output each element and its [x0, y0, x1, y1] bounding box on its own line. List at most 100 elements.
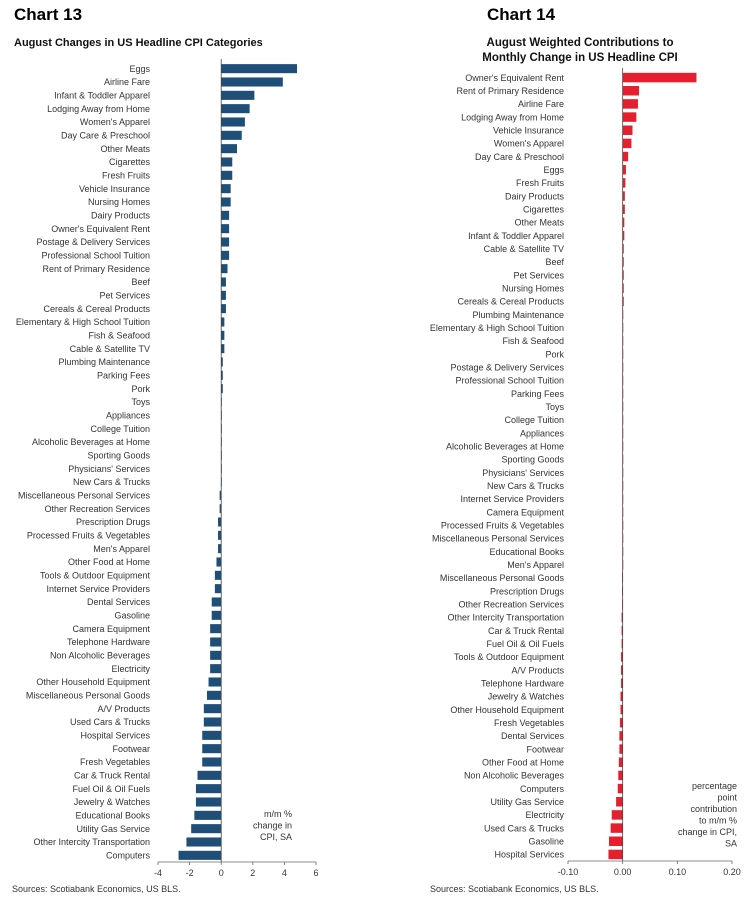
- chart-13-number: Chart 13: [14, 5, 83, 24]
- bar: [221, 250, 230, 260]
- bar: [178, 850, 222, 860]
- category-label: Lodging Away from Home: [47, 104, 150, 114]
- bar: [210, 637, 222, 647]
- category-label: Other Recreation Services: [458, 599, 564, 609]
- category-label: Used Cars & Trucks: [70, 717, 151, 727]
- bar: [216, 557, 222, 567]
- category-label: Telephone Hardware: [481, 678, 564, 688]
- category-label: Footwear: [526, 744, 564, 754]
- category-label: College Tuition: [504, 415, 564, 425]
- category-label: Other Household Equipment: [450, 705, 564, 715]
- bar: [620, 704, 623, 715]
- bar: [622, 257, 624, 267]
- category-label: Professional School Tuition: [455, 376, 564, 386]
- x-tick-label: 0.00: [614, 867, 632, 877]
- bar: [221, 144, 237, 154]
- category-label: Parking Fees: [97, 371, 151, 381]
- bar: [622, 151, 629, 162]
- category-label: Prescription Drugs: [76, 517, 151, 527]
- category-label: Hospital Services: [80, 731, 150, 741]
- category-label: Cable & Satellite TV: [484, 244, 564, 254]
- category-label: Miscellaneous Personal Goods: [26, 691, 151, 701]
- bar: [621, 612, 623, 623]
- bar: [197, 770, 222, 780]
- bar: [221, 170, 233, 180]
- bar: [214, 584, 222, 594]
- category-label: Fuel Oil & Oil Fuels: [72, 784, 150, 794]
- bar: [221, 157, 233, 167]
- category-label: Eggs: [543, 165, 564, 175]
- category-label: Beef: [131, 277, 150, 287]
- chart-14-source: Sources: Scotiabank Economics, US BLS.: [430, 884, 599, 894]
- category-label: Pet Services: [99, 291, 150, 301]
- category-label: Gasoline: [114, 611, 150, 621]
- bar: [622, 217, 625, 228]
- bar: [221, 210, 230, 220]
- bar: [221, 77, 283, 87]
- category-label: Vehicle Insurance: [79, 184, 150, 194]
- bar: [622, 230, 625, 241]
- category-label: Fresh Vegetables: [80, 757, 151, 767]
- category-label: Other Meats: [514, 218, 564, 228]
- chart-13-plot: Eggs Airline Fare Infant & Toddler Apparel…: [16, 59, 319, 878]
- category-label: Jewelry & Watches: [74, 797, 151, 807]
- category-label: Owner's Equivalent Rent: [465, 73, 564, 83]
- unit-note-line: percentage: [692, 781, 737, 791]
- category-label: Educational Books: [75, 811, 150, 821]
- category-label: Alcoholic Beverages at Home: [32, 437, 150, 447]
- bar: [221, 317, 225, 327]
- category-label: Computers: [106, 851, 151, 861]
- category-label: Nursing Homes: [88, 197, 151, 207]
- category-label: Camera Equipment: [486, 507, 564, 517]
- unit-note-line: SA: [725, 839, 737, 849]
- unit-note-line: CPI, SA: [260, 832, 292, 842]
- category-label: Beef: [545, 257, 564, 267]
- category-label: Plumbing Maintenance: [58, 357, 150, 367]
- bar: [619, 744, 623, 754]
- bar: [221, 304, 226, 314]
- x-tick-label: -0.10: [558, 867, 579, 877]
- category-label: Fresh Vegetables: [494, 718, 565, 728]
- category-label: Other Intercity Transportation: [447, 613, 564, 623]
- category-label: Fresh Fruits: [516, 178, 565, 188]
- bar: [622, 283, 624, 293]
- x-tick-label: 0: [219, 868, 224, 878]
- category-label: Sporting Goods: [501, 455, 564, 465]
- bar: [221, 130, 242, 140]
- bar: [219, 504, 222, 514]
- category-label: Other Intercity Transportation: [33, 837, 150, 847]
- category-label: Pet Services: [513, 270, 564, 280]
- bar: [210, 624, 222, 634]
- category-label: Cigarettes: [523, 204, 565, 214]
- category-label: College Tuition: [90, 424, 150, 434]
- bar: [221, 277, 226, 287]
- category-label: Processed Fruits & Vegetables: [441, 520, 565, 530]
- bar: [195, 797, 222, 807]
- x-tick-label: 6: [313, 868, 318, 878]
- category-label: Other Household Equipment: [36, 677, 150, 687]
- category-label: Educational Books: [489, 547, 564, 557]
- bar: [208, 677, 222, 687]
- bar: [211, 597, 222, 607]
- category-label: Miscellaneous Personal Services: [432, 534, 565, 544]
- bar: [620, 691, 623, 702]
- category-label: Car & Truck Rental: [488, 626, 564, 636]
- chart-14-plot: Owner's Equivalent Rent Rent of Primary R…: [430, 68, 741, 877]
- category-label: Parking Fees: [511, 389, 565, 399]
- bar: [622, 191, 625, 201]
- category-label: Miscellaneous Personal Services: [18, 491, 151, 501]
- category-label: Dental Services: [501, 731, 565, 741]
- category-label: Car & Truck Rental: [74, 771, 150, 781]
- bar: [194, 810, 222, 820]
- category-label: Infant & Toddler Apparel: [468, 231, 564, 241]
- category-label: Pork: [545, 349, 564, 359]
- bar: [611, 810, 623, 820]
- bar: [219, 490, 222, 500]
- category-label: Lodging Away from Home: [461, 112, 564, 122]
- bar: [203, 717, 222, 727]
- category-label: Airline Fare: [104, 77, 150, 87]
- category-label: Fish & Seafood: [502, 336, 564, 346]
- unit-note-line: m/m %: [264, 809, 292, 819]
- category-label: Dairy Products: [505, 191, 565, 201]
- unit-note-line: point: [717, 793, 737, 803]
